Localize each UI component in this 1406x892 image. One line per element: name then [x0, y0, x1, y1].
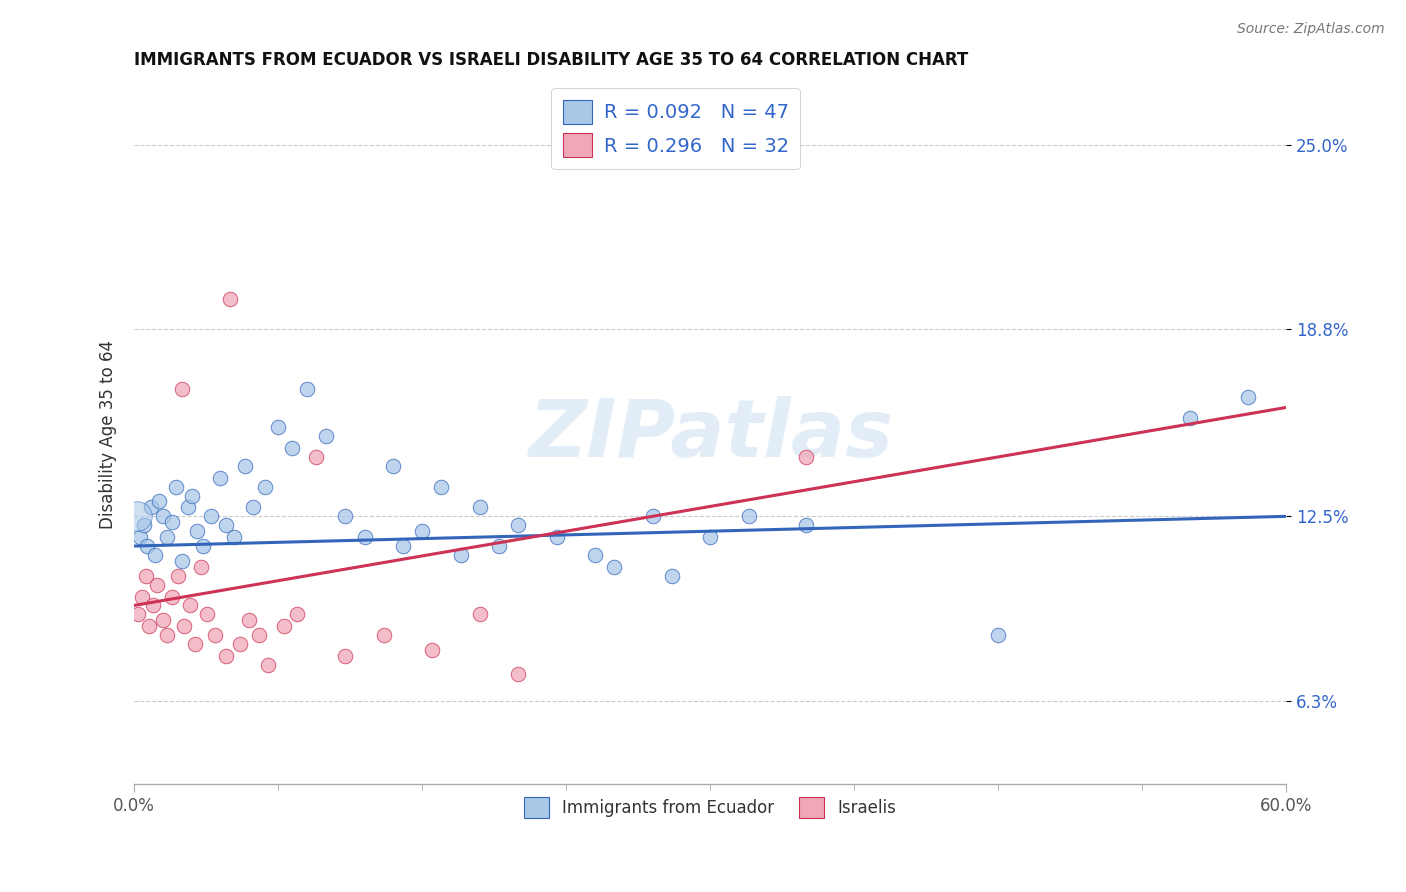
Point: [603, 559, 626, 574]
Legend: Immigrants from Ecuador, Israelis: Immigrants from Ecuador, Israelis: [517, 790, 903, 824]
Point: [125, 509, 148, 524]
Point: [131, 590, 153, 604]
Point: [235, 458, 257, 473]
Point: [699, 530, 721, 544]
Point: [219, 293, 242, 307]
Point: [373, 628, 395, 642]
Point: [215, 518, 238, 533]
Point: [148, 494, 170, 508]
Point: [430, 480, 453, 494]
Point: [257, 657, 280, 672]
Point: [420, 643, 443, 657]
Point: [200, 509, 222, 524]
Point: [267, 420, 290, 434]
Text: IMMIGRANTS FROM ECUADOR VS ISRAELI DISABILITY AGE 35 TO 64 CORRELATION CHART: IMMIGRANTS FROM ECUADOR VS ISRAELI DISAB…: [134, 51, 969, 69]
Point: [546, 530, 568, 544]
Point: [1180, 411, 1202, 425]
Point: [488, 539, 510, 553]
Point: [128, 530, 150, 544]
Point: [273, 619, 295, 633]
Point: [222, 530, 245, 544]
Point: [392, 539, 415, 553]
Point: [228, 637, 250, 651]
Point: [167, 568, 190, 582]
Point: [335, 648, 357, 663]
Point: [794, 450, 817, 464]
Point: [215, 648, 238, 663]
Point: [285, 607, 308, 622]
Point: [305, 450, 328, 464]
Point: [177, 500, 200, 515]
Point: [162, 516, 184, 530]
Text: ZIPatlas: ZIPatlas: [527, 396, 893, 474]
Point: [204, 628, 226, 642]
Point: [156, 530, 179, 544]
Point: [641, 509, 664, 524]
Point: [737, 509, 759, 524]
Point: [162, 590, 184, 604]
Y-axis label: Disability Age 35 to 64: Disability Age 35 to 64: [100, 340, 117, 529]
Point: [794, 518, 817, 533]
Point: [382, 458, 405, 473]
Point: [411, 524, 433, 539]
Point: [132, 518, 155, 533]
Point: [138, 619, 160, 633]
Point: [253, 480, 276, 494]
Point: [280, 441, 302, 455]
Point: [142, 599, 165, 613]
Point: [247, 628, 270, 642]
Point: [143, 548, 166, 562]
Point: [583, 548, 606, 562]
Point: [335, 509, 357, 524]
Point: [295, 382, 318, 396]
Point: [152, 613, 174, 627]
Point: [450, 548, 472, 562]
Point: [987, 628, 1010, 642]
Point: [156, 628, 179, 642]
Point: [238, 613, 260, 627]
Point: [353, 530, 375, 544]
Point: [190, 559, 212, 574]
Point: [193, 539, 215, 553]
Point: [468, 607, 491, 622]
Point: [468, 500, 491, 515]
Point: [186, 524, 208, 539]
Point: [661, 568, 683, 582]
Point: [209, 471, 232, 485]
Point: [165, 480, 187, 494]
Point: [315, 429, 337, 443]
Point: [141, 500, 163, 515]
Point: [508, 518, 530, 533]
Point: [242, 500, 264, 515]
Text: Source: ZipAtlas.com: Source: ZipAtlas.com: [1237, 22, 1385, 37]
Point: [170, 382, 193, 396]
Point: [135, 568, 157, 582]
Point: [127, 607, 149, 622]
Point: [146, 577, 169, 591]
Point: [179, 599, 201, 613]
Point: [1237, 391, 1260, 405]
Point: [152, 509, 174, 524]
Point: [180, 489, 202, 503]
Point: [195, 607, 218, 622]
Point: [170, 554, 193, 568]
Point: [173, 619, 195, 633]
Point: [184, 637, 207, 651]
Point: [136, 539, 159, 553]
Point: [508, 666, 530, 681]
